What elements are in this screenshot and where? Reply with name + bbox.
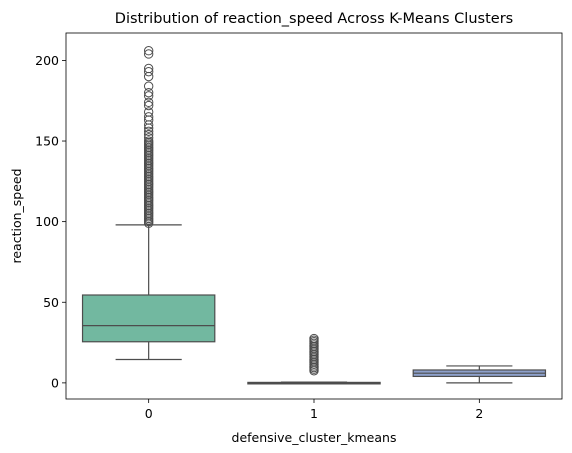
- y-axis-label: reaction_speed: [9, 168, 24, 263]
- chart-title: Distribution of reaction_speed Across K-…: [115, 11, 513, 27]
- outlier-point: [143, 49, 154, 59]
- x-axis-label: defensive_cluster_kmeans: [232, 430, 397, 445]
- outlier-point: [143, 100, 154, 111]
- axes: 0 50 100 150 200 0 1 2: [35, 53, 483, 421]
- y-tick-label: 150: [35, 134, 59, 149]
- outlier-point: [143, 46, 154, 56]
- outlier-point: [143, 126, 154, 137]
- outlier-point: [143, 136, 154, 146]
- box-iqr: [81, 294, 216, 343]
- outlier-point: [143, 133, 154, 143]
- outlier-point: [309, 333, 319, 344]
- outlier-point: [143, 66, 154, 77]
- outlier-point: [143, 81, 154, 91]
- x-tick-label: 2: [475, 406, 483, 421]
- y-tick-label: 100: [35, 214, 59, 229]
- outlier-point: [143, 97, 154, 108]
- y-tick-label: 200: [35, 53, 59, 68]
- x-tick-label: 1: [310, 406, 318, 421]
- y-tick-label: 50: [43, 295, 59, 310]
- outlier-point: [143, 129, 154, 140]
- outlier-point: [143, 107, 154, 117]
- x-tick-label: 0: [145, 406, 153, 421]
- outlier-point: [143, 87, 154, 98]
- outlier-point: [143, 71, 154, 82]
- plot-area: [81, 46, 547, 385]
- y-tick-label: 0: [51, 375, 59, 390]
- outlier-point: [143, 91, 154, 101]
- outlier-point: [143, 112, 154, 122]
- outlier-point: [143, 63, 154, 74]
